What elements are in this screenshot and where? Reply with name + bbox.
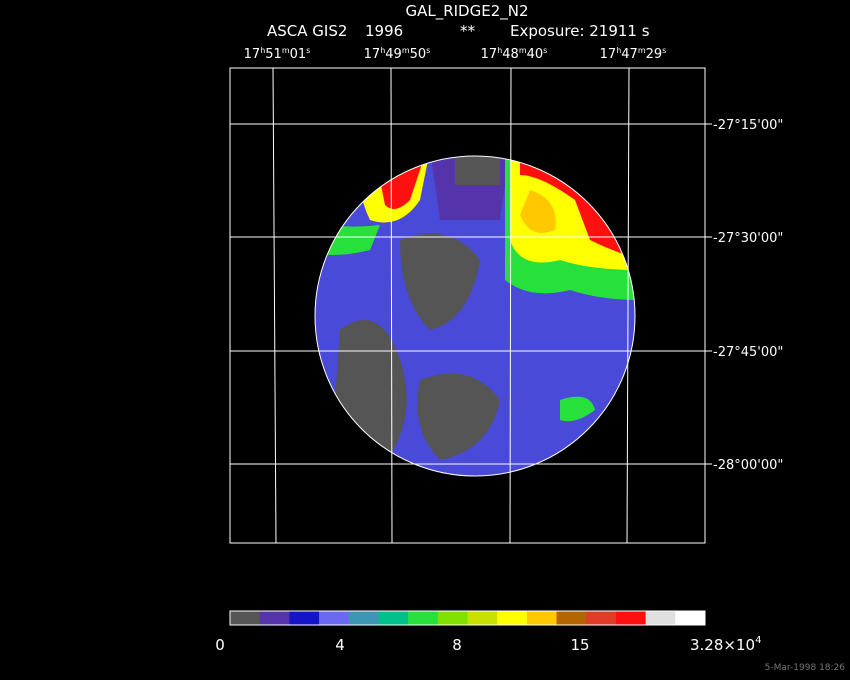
number: 17	[600, 47, 617, 62]
timestamp: 5-Mar-1998 18:26	[765, 663, 846, 673]
color-swatch	[408, 611, 439, 625]
exponent: 4	[755, 635, 761, 646]
colorbar-label: 8	[452, 636, 462, 654]
colorbar-max: 3.28×104	[690, 635, 761, 654]
color-swatch	[586, 611, 617, 625]
color-swatch	[437, 611, 468, 625]
mantissa: 3.28×10	[690, 636, 755, 654]
unit: s	[543, 46, 547, 55]
dec-label: -28°00'00"	[713, 458, 783, 473]
number: 49	[385, 47, 402, 62]
number: 51	[265, 47, 282, 62]
ra-label: 17h48m40s	[481, 46, 548, 62]
color-swatch	[645, 611, 676, 625]
unit: m	[282, 46, 290, 55]
unit: m	[519, 46, 527, 55]
coordinate-grid	[230, 67, 705, 544]
dec-labels: -27°15'00" -27°30'00" -27°45'00" -28°00'00"	[705, 118, 783, 473]
color-swatch	[348, 611, 379, 625]
color-swatch	[230, 611, 261, 625]
year: 1996	[365, 22, 403, 40]
color-swatch	[467, 611, 498, 625]
frame	[229, 67, 706, 544]
number: 17	[364, 47, 381, 62]
ra-label: 17h47m29s	[600, 46, 667, 62]
number: 29	[646, 47, 663, 62]
color-swatch	[259, 611, 290, 625]
color-swatch	[556, 611, 587, 625]
colorbar: 0 4 8 15 3.28×104	[215, 611, 761, 654]
exposure: Exposure: 21911 s	[510, 22, 650, 40]
xray-image	[315, 156, 635, 476]
ra-labels: 17h51m01s 17h49m50s 17h48m40s 17h47m29s	[244, 46, 667, 62]
unit: h	[497, 46, 502, 55]
color-swatch	[378, 611, 409, 625]
dec-label: -27°45'00"	[713, 345, 783, 360]
colorbar-label: 0	[215, 636, 225, 654]
number: 01	[290, 47, 307, 62]
unit: h	[380, 46, 385, 55]
unit: s	[662, 46, 666, 55]
unit: m	[402, 46, 410, 55]
color-swatch	[675, 611, 706, 625]
colorbar-label: 4	[335, 636, 345, 654]
number: 40	[527, 47, 544, 62]
instrument: ASCA GIS2	[267, 22, 347, 40]
dec-label: -27°15'00"	[713, 118, 783, 133]
number: 17	[244, 47, 261, 62]
number: 47	[621, 47, 638, 62]
number: 48	[502, 47, 519, 62]
number: 17	[481, 47, 498, 62]
color-swatch	[526, 611, 558, 625]
unit: m	[638, 46, 646, 55]
dec-label: -27°30'00"	[713, 231, 783, 246]
title: GAL_RIDGE2_N2	[405, 2, 528, 21]
ra-label: 17h49m50s	[364, 46, 431, 62]
unit: h	[616, 46, 621, 55]
color-swatch	[319, 611, 350, 625]
color-swatch	[497, 611, 528, 625]
colorbar-frame	[229, 610, 706, 626]
unit: s	[306, 46, 310, 55]
number: 50	[410, 47, 427, 62]
ra-label: 17h51m01s	[244, 46, 311, 62]
unit: s	[426, 46, 430, 55]
color-swatch	[615, 611, 647, 625]
flag: **	[460, 22, 476, 40]
colorbar-label: 15	[570, 636, 589, 654]
color-swatch	[289, 611, 320, 625]
unit: h	[260, 46, 265, 55]
